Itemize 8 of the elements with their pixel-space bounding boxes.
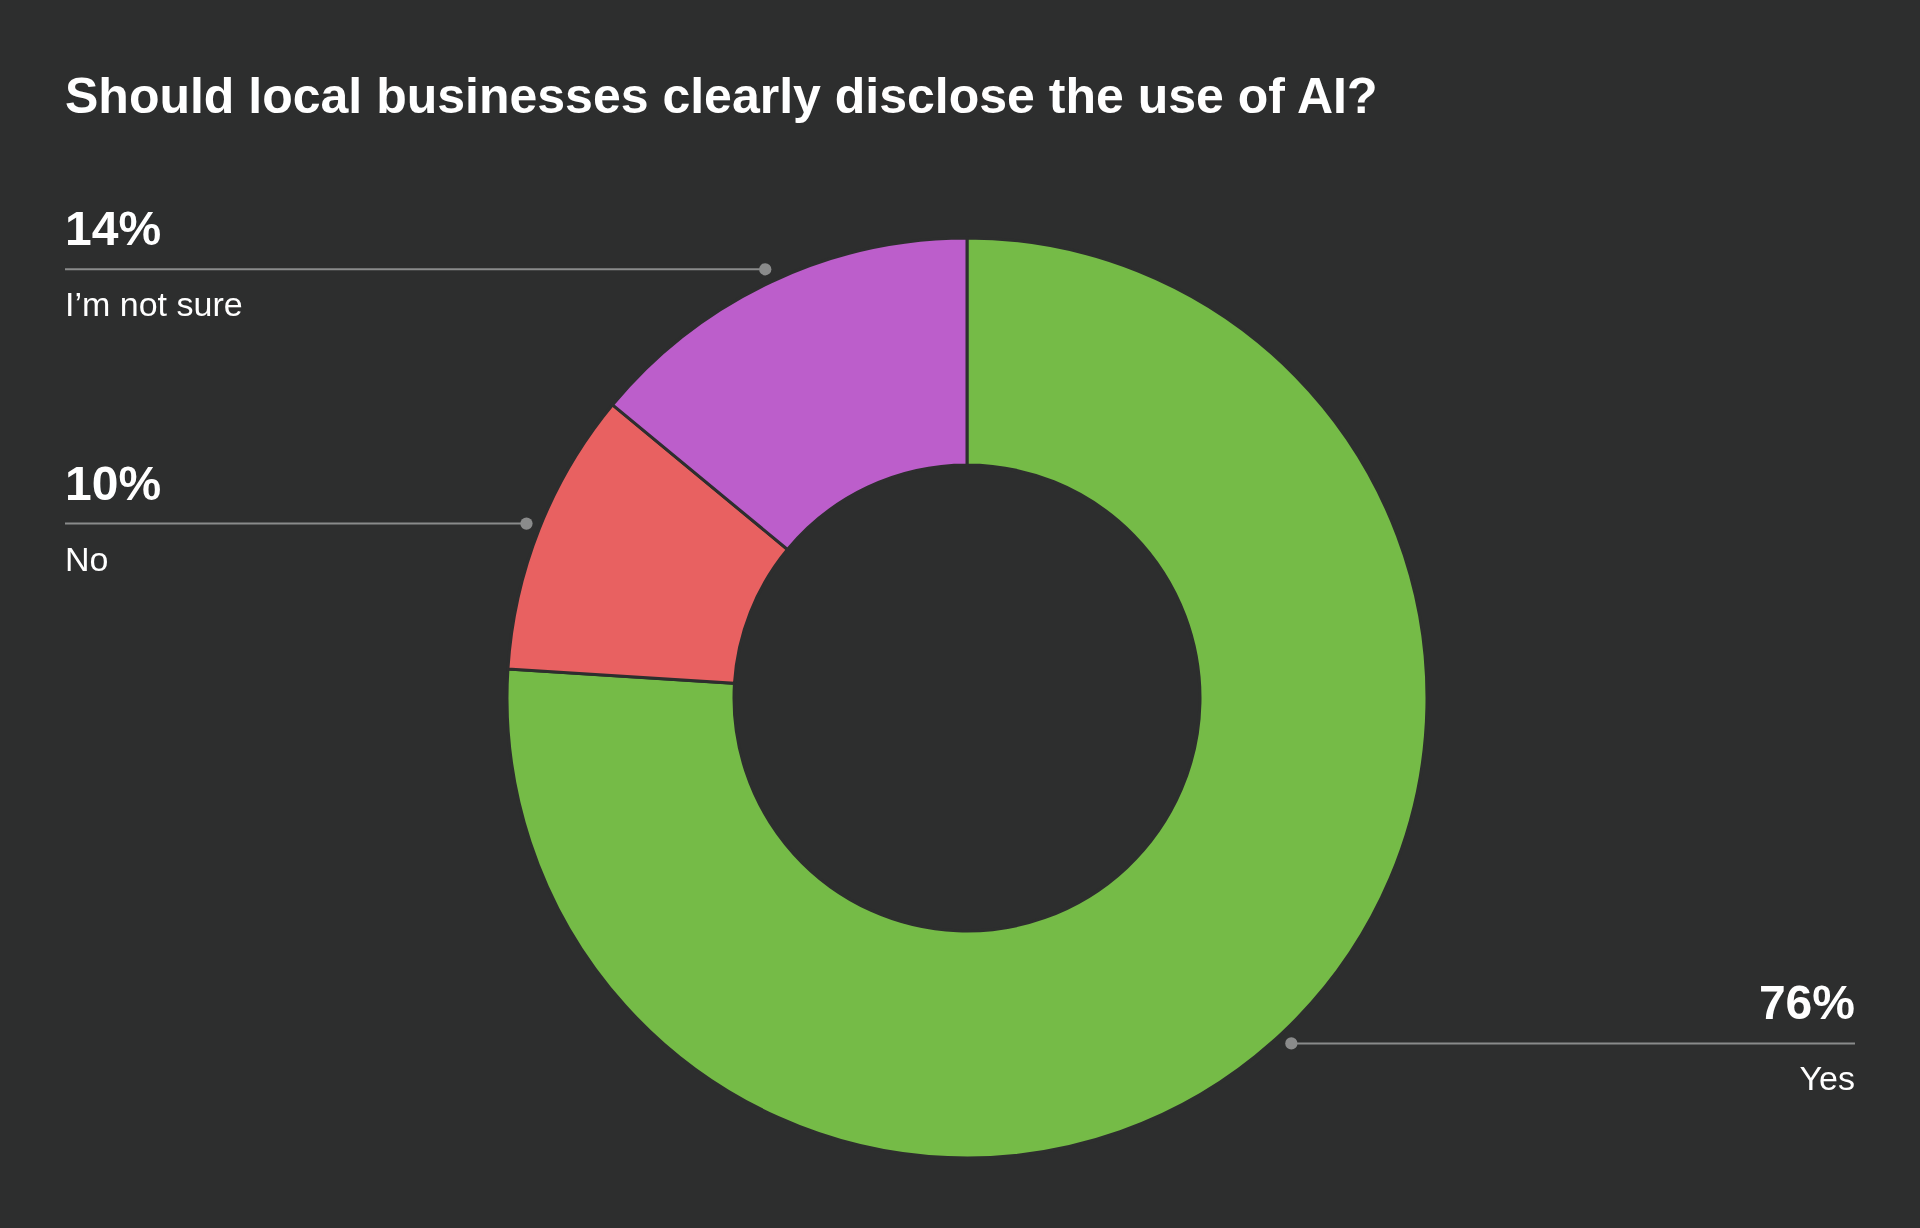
data-label: 14% (65, 202, 162, 256)
donut-slice (506, 236, 1429, 1160)
slice-label: I’m not sure (65, 285, 243, 324)
data-label: 10% (65, 456, 162, 510)
slice-label: Yes (1799, 1059, 1855, 1098)
chart-title: Should local businesses clearly disclose the use of AI? (65, 68, 1378, 124)
slice-label: No (65, 539, 109, 578)
data-label: 76% (1758, 976, 1855, 1030)
